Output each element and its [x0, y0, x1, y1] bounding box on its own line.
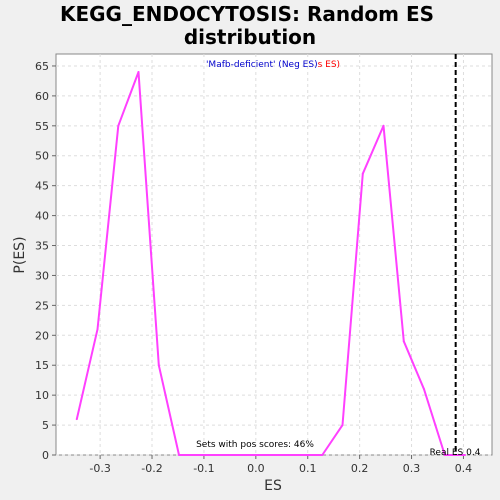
legend: 'Mafb-deficient' (Neg ES)s ES)	[206, 60, 340, 70]
series-line	[75, 71, 465, 456]
y-tick-label: 65	[35, 60, 49, 73]
series-point	[198, 454, 201, 456]
x-tick-label: 0.0	[247, 462, 265, 475]
series-point	[96, 328, 99, 331]
y-tick-label: 40	[35, 210, 49, 223]
y-tick-label: 55	[35, 120, 49, 133]
series-point	[178, 454, 181, 456]
y-tick-label: 15	[35, 359, 49, 372]
series-point	[137, 70, 140, 73]
legend-label-pos: s ES)	[318, 60, 340, 70]
real-es-label: Real ES 0.4	[430, 448, 481, 458]
y-tick-label: 20	[35, 329, 49, 342]
series-point	[219, 454, 222, 456]
series-point	[423, 388, 426, 391]
y-tick-label: 0	[42, 449, 49, 462]
y-tick-label: 25	[35, 299, 49, 312]
series-point	[321, 454, 324, 456]
y-tick-label: 50	[35, 150, 49, 163]
chart-title-line1: KEGG_ENDOCYTOSIS: Random ES	[60, 2, 434, 26]
legend-label-neg: 'Mafb-deficient' (Neg ES)	[206, 60, 318, 70]
series-point	[341, 424, 344, 427]
y-tick-label: 10	[35, 389, 49, 402]
chart-title-line2: distribution	[184, 25, 316, 49]
x-tick-label: 0.1	[299, 462, 317, 475]
y-tick-label: 5	[42, 419, 49, 432]
x-tick-label: -0.2	[141, 462, 162, 475]
series-point	[239, 454, 242, 456]
x-tick-label: 0.2	[351, 462, 369, 475]
y-tick-label: 60	[35, 90, 49, 103]
plot-area	[55, 53, 493, 456]
series-point	[280, 454, 283, 456]
y-tick-label: 35	[35, 240, 49, 253]
series-point	[157, 364, 160, 367]
series-point	[382, 124, 385, 127]
series-point	[300, 454, 303, 456]
x-tick-label: -0.3	[89, 462, 110, 475]
pos-scores-annotation: Sets with pos scores: 46%	[196, 440, 314, 450]
x-tick-label: 0.3	[403, 462, 421, 475]
x-tick-label: 0.4	[455, 462, 473, 475]
axes: -0.3 -0.2 -0.1 0.0 0.1 0.2 0.3 0.4 0 5 10 15 20 25 30 3…	[35, 60, 472, 475]
series-point	[117, 124, 120, 127]
x-axis-label: ES	[264, 478, 282, 494]
series-point	[464, 454, 467, 456]
series-point	[443, 454, 446, 456]
x-tick-label: -0.1	[193, 462, 214, 475]
grid-lines	[56, 54, 492, 456]
series-point	[260, 454, 263, 456]
y-tick-label: 30	[35, 269, 49, 282]
y-axis-label: P(ES)	[12, 236, 28, 273]
series-point	[402, 340, 405, 343]
series-point	[361, 172, 364, 175]
series-layer	[75, 70, 467, 456]
y-tick-label: 45	[35, 180, 49, 193]
series-point	[75, 418, 78, 421]
